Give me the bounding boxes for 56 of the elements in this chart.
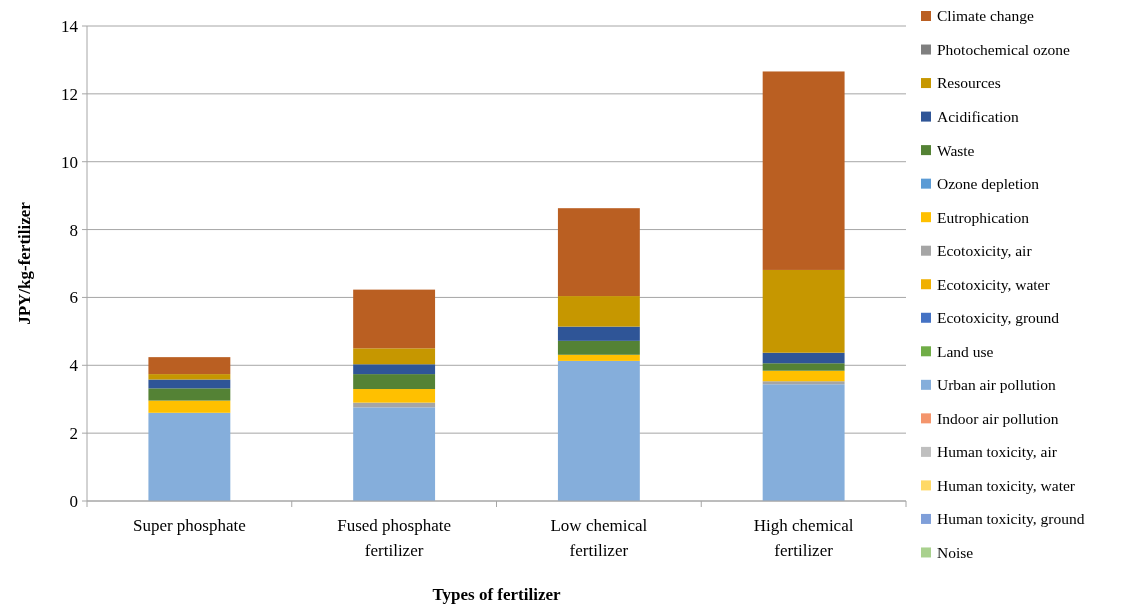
x-tick-label: Super phosphate <box>132 516 246 535</box>
legend-label: Waste <box>937 141 975 159</box>
y-tick-label: 10 <box>61 152 78 172</box>
legend-label: Ecotoxicity, ground <box>937 309 1060 327</box>
legend-label: Eutrophication <box>937 208 1030 226</box>
bar <box>148 374 231 380</box>
bar <box>762 352 845 364</box>
legend-label: Ecotoxicity, water <box>937 275 1051 293</box>
y-tick-label: 0 <box>69 491 78 511</box>
bar <box>557 354 640 361</box>
bar <box>557 360 640 501</box>
legend-label: Resources <box>937 74 1001 92</box>
bar <box>148 388 231 401</box>
bar <box>557 340 640 355</box>
bar <box>148 400 231 413</box>
bar <box>557 296 640 327</box>
y-tick-label: 2 <box>69 424 78 444</box>
legend-label: Ecotoxicity, air <box>937 242 1033 260</box>
bar <box>557 208 640 297</box>
x-tick-label: Low chemical fertilizer <box>550 516 648 560</box>
bar <box>353 389 436 403</box>
legend-label: Human toxicity, water <box>937 476 1076 494</box>
bar <box>762 269 845 353</box>
bar <box>557 326 640 341</box>
legend-label: Human toxicity, air <box>937 443 1058 461</box>
y-tick-label: 12 <box>61 84 78 104</box>
y-tick-label: 14 <box>61 16 79 36</box>
bar <box>148 357 231 375</box>
bar <box>762 384 845 501</box>
bar <box>148 379 231 389</box>
x-tick-label: Fused phosphate fertilizer <box>337 516 452 560</box>
bar <box>353 364 436 375</box>
legend-label: Climate change <box>937 7 1034 25</box>
bar <box>148 412 231 501</box>
y-tick-label: 4 <box>69 356 79 376</box>
legend-label: Photochemical ozone <box>937 40 1071 58</box>
x-axis-title: Types of fertilizer <box>432 585 561 604</box>
y-axis-title: JPY/kg-fertilizer <box>15 201 34 325</box>
legend-label: Ozone depletion <box>937 175 1040 193</box>
bar <box>353 289 436 349</box>
legend-label: Acidification <box>937 108 1020 126</box>
legend-label: Human toxicity, ground <box>937 510 1085 528</box>
legend-label: Urban air pollution <box>937 376 1057 394</box>
legend-label: Noise <box>937 543 974 561</box>
bar <box>762 381 845 385</box>
legend-label: Indoor air pollution <box>937 409 1059 427</box>
legend-label: Land use <box>937 342 994 360</box>
x-tick-label: High chemical fertilizer <box>753 516 854 560</box>
bar <box>762 71 845 270</box>
y-tick-label: 6 <box>69 288 78 308</box>
y-tick-label: 8 <box>69 220 78 240</box>
bar <box>762 363 845 371</box>
bar <box>353 374 436 390</box>
bar <box>353 348 436 365</box>
bar <box>353 407 436 501</box>
bar <box>762 370 845 382</box>
